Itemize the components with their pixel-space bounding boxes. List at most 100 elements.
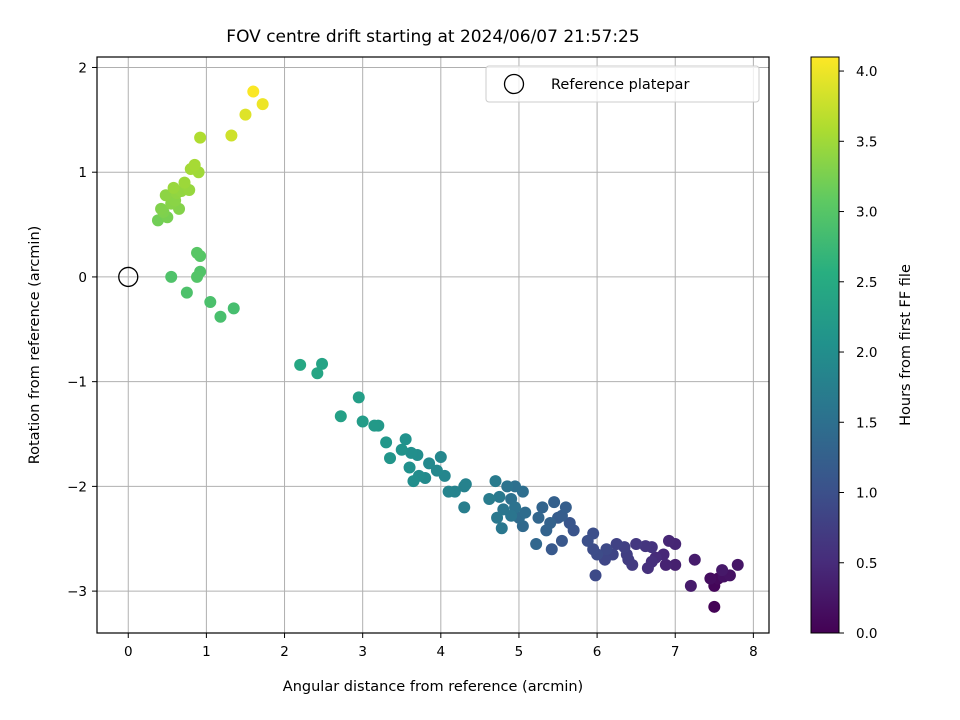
x-tick-label: 3 (358, 644, 367, 660)
data-point (459, 478, 472, 491)
data-point (227, 302, 240, 315)
data-point (356, 415, 369, 428)
data-point (639, 540, 652, 553)
data-point (311, 367, 324, 380)
data-point (180, 286, 193, 299)
data-point (501, 480, 514, 493)
x-axis-ticks: 0 1 2 3 4 5 6 7 8 (124, 633, 758, 660)
data-point (600, 543, 613, 556)
data-point (716, 564, 729, 577)
x-tick-label: 1 (202, 644, 211, 660)
data-point (159, 189, 172, 202)
colorbar-ticks: 0.0 0.5 1.0 1.5 2.0 2.5 3.0 3.5 4.0 (839, 64, 877, 642)
colorbar-label: Hours from first FF file (898, 264, 914, 426)
data-point (434, 451, 447, 464)
y-tick-label: 0 (78, 270, 87, 286)
legend-entry-reference-platepar: Reference platepar (551, 77, 689, 93)
x-tick-label: 8 (749, 644, 758, 660)
data-point (423, 457, 436, 470)
data-point (731, 558, 744, 571)
data-point (403, 461, 416, 474)
data-point (536, 501, 549, 514)
data-point (247, 85, 260, 98)
reference-platepar-marker (118, 266, 139, 288)
data-point (532, 511, 545, 524)
x-tick-label: 7 (671, 644, 680, 660)
data-point (384, 452, 397, 465)
data-point (540, 524, 553, 537)
data-point (155, 202, 168, 215)
data-point (491, 511, 504, 524)
data-point (380, 436, 393, 449)
x-tick-label: 6 (593, 644, 602, 660)
data-points (151, 85, 744, 613)
data-point (641, 562, 654, 575)
data-point (214, 310, 227, 323)
data-point (442, 485, 455, 498)
data-point (688, 553, 701, 566)
colorbar-tick-label: 2.5 (856, 275, 877, 291)
data-point (581, 534, 594, 547)
data-point (684, 579, 697, 592)
colorbar-tick-label: 1.5 (856, 415, 877, 431)
x-tick-label: 5 (515, 644, 524, 660)
data-point (188, 158, 201, 171)
colorbar-tick-label: 4.0 (856, 64, 877, 80)
y-tick-label: 1 (78, 165, 87, 181)
x-tick-label: 0 (124, 644, 133, 660)
data-point (630, 537, 643, 550)
colorbar-tick-label: 2.0 (856, 345, 877, 361)
grid-lines (97, 57, 769, 633)
data-point (659, 558, 672, 571)
y-axis-label: Rotation from reference (arcmin) (27, 226, 43, 465)
data-point (669, 558, 682, 571)
colorbar-gradient (810, 56, 840, 634)
data-point (405, 446, 418, 459)
data-point (256, 98, 269, 111)
data-point (178, 176, 191, 189)
y-axis-ticks: −3 −2 −1 0 1 2 (67, 60, 97, 600)
data-point (167, 181, 180, 194)
data-point (589, 569, 602, 582)
colorbar-tick-label: 1.0 (856, 486, 877, 502)
data-point (399, 433, 412, 446)
legend-marker-icon (503, 73, 525, 95)
x-tick-label: 4 (437, 644, 446, 660)
data-point (493, 490, 506, 503)
data-point (519, 506, 532, 519)
x-axis-label: Angular distance from reference (arcmin) (283, 679, 583, 695)
data-point (458, 501, 471, 514)
data-point (548, 496, 561, 509)
data-point (395, 443, 408, 456)
y-tick-label: −2 (67, 479, 87, 495)
data-point (239, 108, 252, 121)
data-point (352, 391, 365, 404)
data-point (294, 358, 307, 371)
data-point (225, 129, 238, 142)
data-point (489, 475, 502, 488)
legend-box (485, 65, 760, 103)
data-point (368, 419, 381, 432)
chart-title: FOV centre drift starting at 2024/06/07 … (226, 27, 639, 47)
data-point (708, 600, 721, 613)
y-tick-label: −3 (67, 584, 87, 600)
data-point (191, 246, 204, 259)
y-tick-label: −1 (67, 375, 87, 391)
colorbar-tick-label: 3.0 (856, 205, 877, 221)
data-point (407, 475, 420, 488)
data-point (559, 501, 572, 514)
data-point (610, 537, 623, 550)
legend: Reference platepar (485, 65, 760, 103)
data-point (704, 572, 717, 585)
data-point (194, 131, 207, 144)
data-point (563, 517, 576, 530)
colorbar: 0.0 0.5 1.0 1.5 2.0 2.5 3.0 3.5 4.0 Hours from f… (810, 56, 914, 642)
data-point (165, 270, 178, 283)
data-point (334, 410, 347, 423)
data-point (555, 534, 568, 547)
data-point (495, 522, 508, 535)
data-point (662, 534, 675, 547)
data-point (483, 492, 496, 505)
colorbar-tick-label: 0.5 (856, 556, 877, 572)
